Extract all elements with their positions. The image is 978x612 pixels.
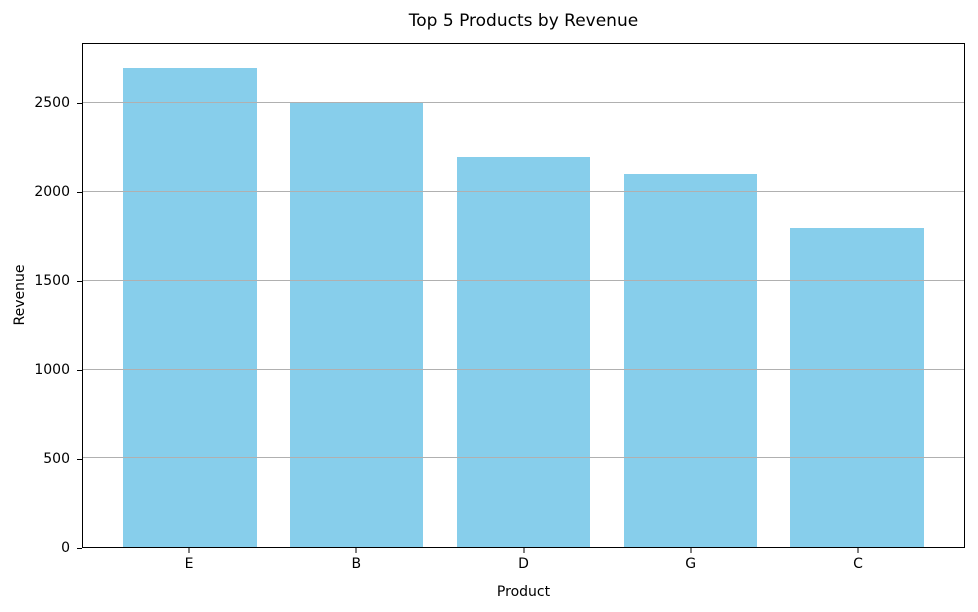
y-tick-mark xyxy=(77,548,82,549)
plot-area xyxy=(82,43,965,548)
bar-G xyxy=(623,174,758,547)
y-tick-mark xyxy=(77,102,82,104)
x-tick-mark xyxy=(188,548,190,553)
chart-title: Top 5 Products by Revenue xyxy=(408,11,639,31)
bar-D xyxy=(456,156,591,547)
x-axis-label: Product xyxy=(496,584,551,600)
x-tick-mark xyxy=(690,548,692,553)
y-tick-label: 500 xyxy=(43,450,70,467)
bar-C xyxy=(790,227,924,547)
y-gridline xyxy=(83,102,964,104)
x-tick-label: E xyxy=(184,556,194,572)
bar-E xyxy=(123,67,257,547)
y-tick-mark xyxy=(77,458,82,460)
y-tick-label: 1000 xyxy=(34,361,70,378)
y-tick-label: 1500 xyxy=(34,272,70,289)
y-tick-mark xyxy=(77,369,82,371)
y-gridline xyxy=(83,279,964,281)
x-tick-label: B xyxy=(351,556,362,572)
y-tick-label: 2000 xyxy=(34,183,70,200)
x-tick-mark xyxy=(523,548,524,553)
x-tick-mark xyxy=(355,548,357,553)
y-tick-label: 2500 xyxy=(34,94,70,111)
x-tick-label: D xyxy=(518,556,529,572)
bar-B xyxy=(289,103,424,547)
x-tick-label: C xyxy=(853,556,863,572)
y-gridline xyxy=(83,457,964,459)
y-gridline xyxy=(83,191,964,193)
x-tick-label: G xyxy=(685,556,697,572)
y-gridline xyxy=(83,368,964,370)
y-tick-mark xyxy=(77,191,82,193)
y-tick-mark xyxy=(77,280,82,282)
x-tick-mark xyxy=(857,548,859,553)
y-tick-label: 0 xyxy=(61,540,70,556)
